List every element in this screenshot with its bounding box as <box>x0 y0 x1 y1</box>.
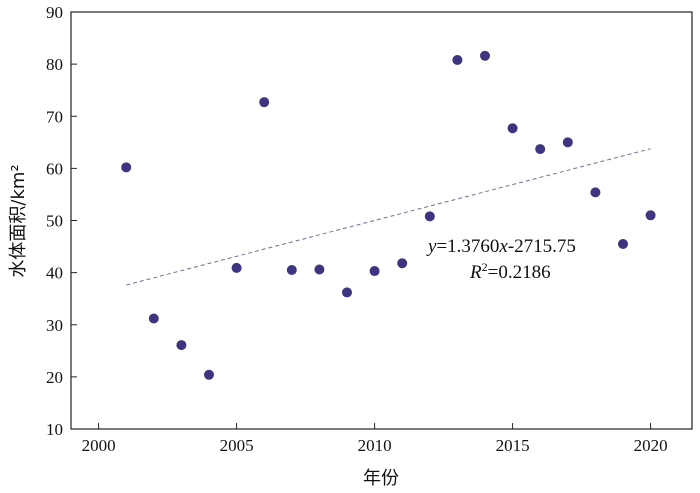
data-point <box>286 265 297 276</box>
data-point <box>176 340 187 351</box>
data-point <box>314 264 325 275</box>
y-tick-label: 50 <box>46 212 63 231</box>
trendline <box>126 148 651 286</box>
data-point <box>204 369 214 380</box>
data-point <box>535 144 546 155</box>
y-tick-label: 70 <box>46 107 63 126</box>
y-tick-label: 90 <box>46 3 63 22</box>
x-axis-label: 年份 <box>363 468 399 489</box>
x-tick-label: 2020 <box>634 436 668 455</box>
x-tick-label: 2010 <box>358 436 392 455</box>
trendline-layer <box>126 148 651 286</box>
x-tick-label: 2015 <box>496 436 530 455</box>
axis-ticks: 10 20 30 40 50 60 70 80 90 2000 2005 2010 2015 2020 <box>46 3 668 455</box>
trendline-equation: y=1.3760x-2715.75 <box>426 236 576 257</box>
data-point <box>231 262 242 273</box>
y-tick-label: 30 <box>46 316 63 335</box>
x-tick-label: 2000 <box>82 436 116 455</box>
data-point <box>645 210 656 221</box>
data-point <box>452 54 463 65</box>
y-tick-label: 40 <box>46 264 63 283</box>
data-point <box>590 187 601 198</box>
data-point <box>507 123 518 134</box>
data-point <box>369 266 380 277</box>
data-point <box>259 97 270 108</box>
y-axis-label: 水体面积/km² <box>8 164 29 277</box>
y-tick-label: 80 <box>46 55 63 74</box>
plot-frame <box>70 11 693 430</box>
x-tick-label: 2005 <box>220 436 254 455</box>
data-point <box>424 211 435 222</box>
data-point <box>148 313 159 324</box>
data-point <box>121 162 132 173</box>
r-squared-annotation: R2=0.2186 <box>469 260 551 283</box>
data-points <box>121 50 656 380</box>
y-tick-label: 10 <box>46 420 63 439</box>
data-point <box>562 137 573 148</box>
data-point <box>397 258 408 269</box>
data-point <box>480 50 490 61</box>
y-tick-label: 20 <box>46 368 63 387</box>
data-point <box>342 287 352 298</box>
data-point <box>618 238 628 249</box>
y-tick-label: 60 <box>46 159 63 178</box>
